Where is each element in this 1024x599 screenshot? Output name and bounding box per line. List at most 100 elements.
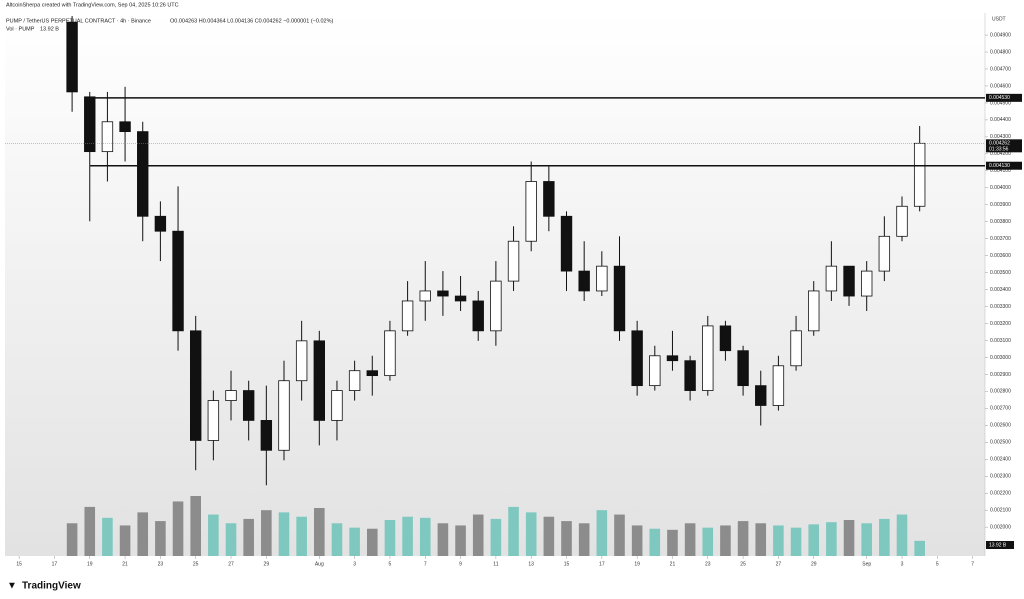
x-tick-label: Sep <box>862 561 871 567</box>
volume-bar <box>773 525 784 556</box>
volume-tag <box>986 541 1014 549</box>
volume-bar <box>349 527 360 556</box>
candle-body <box>401 300 414 332</box>
x-tick-label: 5 <box>936 561 939 567</box>
candle-body <box>737 350 749 387</box>
candle-body <box>313 340 326 421</box>
candle-body <box>596 265 608 292</box>
y-tick-label: 0.004500 <box>990 100 1011 106</box>
x-tick-label: 25 <box>740 561 746 567</box>
volume-bar <box>896 514 908 556</box>
y-tick-label: 0.004900 <box>990 32 1011 38</box>
x-tick-label: 19 <box>87 561 93 567</box>
candle-body <box>543 181 555 217</box>
candle-body <box>278 380 290 451</box>
candle-body <box>878 235 891 272</box>
x-tick-label: 9 <box>459 561 462 567</box>
volume-bar <box>102 517 113 556</box>
y-tick-label: 0.003600 <box>990 253 1011 259</box>
volume-bar <box>261 510 272 556</box>
y-tick-label: 0.003100 <box>990 338 1011 344</box>
y-tick-label: 0.002300 <box>990 474 1011 480</box>
volume-bar <box>914 540 925 556</box>
volume-bar <box>826 522 837 556</box>
x-tick-label: 3 <box>901 561 904 567</box>
volume-bar <box>314 508 325 556</box>
x-tick-label: 7 <box>971 561 974 567</box>
candle-body <box>295 340 308 382</box>
x-tick-label: 29 <box>264 561 270 567</box>
volume-bar <box>419 517 431 556</box>
candle-body <box>684 360 696 391</box>
y-tick-label: 0.002200 <box>990 491 1011 497</box>
volume-bar <box>472 514 484 556</box>
logo-mark: ▼ <box>7 581 17 592</box>
volume-title: Vol · PUMP <box>6 26 35 32</box>
candle-body <box>101 121 114 153</box>
x-tick-label: 19 <box>634 561 640 567</box>
candle-body <box>84 96 96 153</box>
y-tick-label: 0.003700 <box>990 236 1011 242</box>
volume-bar <box>402 516 413 556</box>
candle-body <box>454 295 467 302</box>
volume-bar <box>172 501 184 556</box>
volume-bar <box>84 506 96 556</box>
candle-body <box>242 390 255 421</box>
volume-bar <box>331 523 343 556</box>
volume-bar <box>684 523 696 556</box>
volume-value: 13.92 B <box>40 26 59 32</box>
candle-body <box>913 142 926 207</box>
candle-body <box>843 265 855 297</box>
x-tick-label: 15 <box>564 561 570 567</box>
volume-bar <box>455 525 466 556</box>
volume-bar <box>137 512 149 556</box>
volume-bar <box>720 525 731 556</box>
level-label: 0.004130 <box>989 163 1010 169</box>
volume-bar <box>561 521 572 556</box>
volume-bar <box>790 527 802 556</box>
level-tag <box>986 161 1022 170</box>
level-label: 0.004530 <box>989 95 1010 101</box>
y-tick-label: 0.003800 <box>990 219 1011 225</box>
candle-body <box>790 330 802 367</box>
volume-bar <box>225 523 237 556</box>
x-tick-label: 5 <box>389 561 392 567</box>
y-tick-label: 0.003400 <box>990 287 1011 293</box>
x-tick-label: 21 <box>122 561 128 567</box>
y-tick-label: 0.002500 <box>990 440 1011 446</box>
candle-body <box>578 270 590 292</box>
candle-body <box>490 280 502 332</box>
candle-body <box>154 215 167 232</box>
volume-bar <box>490 518 502 556</box>
logo: TradingView <box>22 581 81 592</box>
x-tick-label: 23 <box>158 561 164 567</box>
y-tick-label: 0.002100 <box>990 508 1011 514</box>
volume-bar <box>631 525 643 556</box>
candle-body <box>631 330 643 387</box>
candle-body <box>719 325 732 352</box>
candle-body <box>331 390 343 421</box>
candle-body <box>172 230 184 332</box>
candle-body <box>525 181 537 242</box>
unit: USDT <box>992 16 1006 22</box>
y-tick-label: 0.002800 <box>990 389 1011 395</box>
volume-bar <box>119 525 131 556</box>
x-tick-label: 7 <box>424 561 427 567</box>
y-tick-label: 0.003000 <box>990 355 1011 361</box>
candle-body <box>190 330 202 441</box>
volume-bar <box>596 510 608 556</box>
volume-bar <box>525 512 537 556</box>
y-tick-label: 0.003300 <box>990 304 1011 310</box>
candle-body <box>66 21 78 93</box>
candle-body <box>666 355 679 362</box>
candle-body <box>702 325 714 391</box>
y-tick-label: 0.004300 <box>990 134 1011 140</box>
candle-body <box>419 290 431 302</box>
y-tick-label: 0.002700 <box>990 406 1011 412</box>
volume-bar <box>366 528 378 556</box>
volume-bar <box>66 523 78 556</box>
y-tick-label: 0.004200 <box>990 151 1011 157</box>
x-tick-label: 13 <box>528 561 534 567</box>
volume-bar <box>667 529 678 556</box>
